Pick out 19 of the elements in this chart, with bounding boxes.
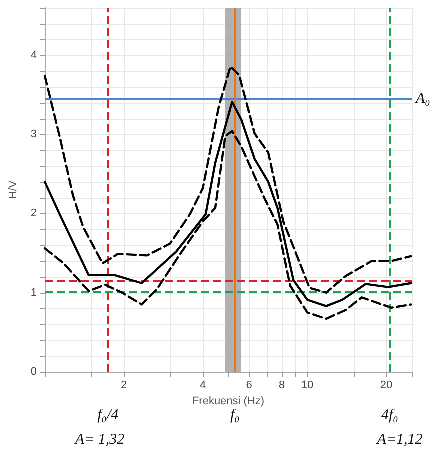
x-tick-label: 10 [301, 380, 314, 392]
x-tick-label: 2 [120, 380, 128, 392]
y-axis-title: H/V [8, 180, 20, 200]
y-tick-label: 1 [30, 286, 37, 299]
text: A= 1,32 [74, 432, 126, 448]
ref-line-label: 4f₀ [381, 408, 398, 424]
x-tick-label: 20 [380, 380, 393, 392]
text: A=1,12 [376, 432, 424, 448]
y-tick-label: 3 [30, 128, 37, 141]
y-tick-label: 4 [30, 49, 37, 62]
ref-line-label: f₀ [230, 408, 240, 424]
x-axis-title: Frekuensi (Hz) [192, 395, 265, 408]
y-tick-label: 0 [30, 366, 37, 378]
y-tick-label: 2 [30, 208, 37, 220]
x-tick-label: 8 [279, 380, 286, 392]
ref-line-label: f₀/4 [98, 408, 120, 424]
x-tick-label: 4 [200, 380, 206, 392]
x-tick-label: 6 [246, 380, 252, 392]
ref-line-label: A₀ [415, 91, 430, 107]
